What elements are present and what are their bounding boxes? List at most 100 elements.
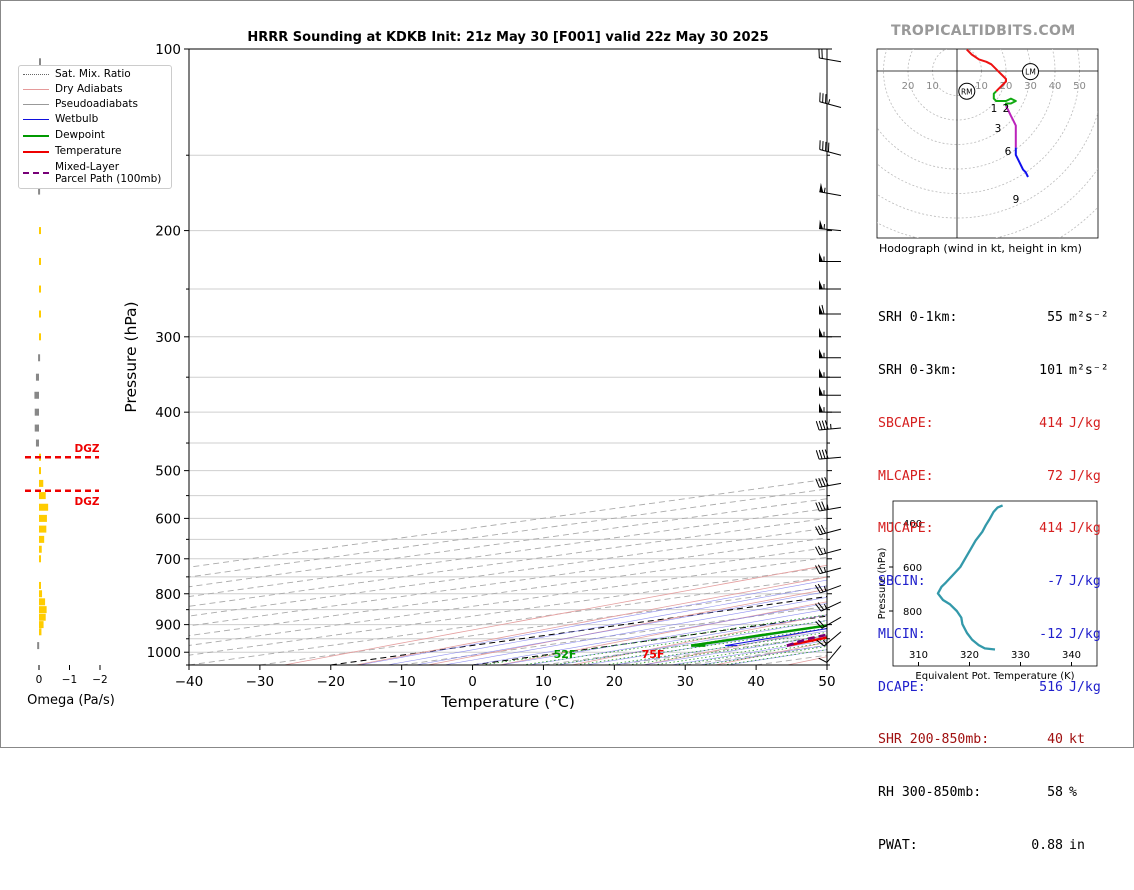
omega-bar [39,590,42,597]
hodograph-height-label: 3 [995,123,1002,135]
legend-swatch [23,89,49,90]
omega-bar [39,606,47,613]
dgz-label: DGZ [75,443,100,455]
surface-temperature-label: 75F [642,648,665,661]
hodograph-caption: Hodograph (wind in kt, height in km) [879,242,1082,255]
brand-watermark: TROPICALTIDBITS.COM [891,23,1075,39]
y-axis-label: Pressure (hPa) [122,301,140,412]
omega-bar [36,440,39,447]
legend-label: Pseudoadiabats [55,98,138,110]
legend-item-dewpoint: Dewpoint [23,129,105,143]
x-axis-label: Temperature (°C) [440,693,575,711]
hodograph-ring-label: 40 [1049,81,1062,92]
omega-bar [39,598,45,605]
omega-bar [39,504,48,511]
hodograph-ring-label: 30 [1024,81,1037,92]
y-tick-label: 600 [155,511,181,527]
y-tick-label: 100 [155,42,181,58]
omega-bar [39,515,47,522]
legend-item-temperature: Temperature [23,145,122,159]
legend-item-pseudoadiabats: Pseudoadiabats [23,98,138,112]
omega-bar [39,480,43,487]
x-tick-label: −30 [246,674,275,690]
omega-bar [39,621,44,628]
omega-bar [39,286,41,293]
omega-x-tick-label: −1 [62,674,77,686]
chart-title: HRRR Sounding at KDKB Init: 21z May 30 [… [247,30,768,45]
hodograph-frame [877,49,1098,238]
omega-bar [35,409,39,416]
legend-swatch [23,172,49,174]
legend-label: Sat. Mix. Ratio [55,68,131,80]
omega-bar [39,227,41,234]
plot-background [189,49,827,665]
x-tick-label: −10 [387,674,416,690]
x-tick-label: 10 [535,674,552,690]
omega-bar [34,392,39,399]
y-tick-label: 300 [155,330,181,346]
param-rh-300-850: RH 300-850mb:58% [878,784,1109,802]
x-tick-label: 0 [468,674,477,690]
x-tick-label: −40 [175,674,204,690]
legend-label: Temperature [55,145,122,157]
omega-bar [39,628,41,635]
hodograph-ring-label: 10 [975,81,988,92]
omega-bar [39,526,46,533]
wind-barb-staff [827,646,841,663]
legend-label: Dewpoint [55,129,105,141]
legend-swatch [23,104,49,105]
omega-x-tick-label: 0 [36,674,43,686]
y-tick-label: 900 [155,618,181,634]
chart-legend: Sat. Mix. Ratio Dry Adiabats Pseudoadiab… [18,65,172,189]
surface-dewpoint-label: 52F [554,648,577,661]
omega-bar [39,614,46,621]
legend-item-wetbulb: Wetbulb [23,113,98,127]
wind-barb-half-flag [828,99,829,104]
legend-swatch [23,135,49,137]
omega-bar [39,311,41,318]
omega-bar [39,536,44,543]
dgz-label: DGZ [75,496,100,508]
y-tick-label: 700 [155,552,181,568]
legend-item-parcel-path: Mixed-Layer Parcel Path (100mb) [23,161,161,187]
x-tick-label: 40 [748,674,765,690]
hodograph-height-label: 9 [1013,194,1020,206]
hodograph-height-label: 2 [1003,103,1010,115]
omega-bar [38,354,40,361]
omega-bar [39,467,41,474]
omega-bar [39,492,46,499]
legend-item-dry-adiabats: Dry Adiabats [23,83,123,97]
legend-label: Mixed-Layer Parcel Path (100mb) [55,161,161,185]
legend-swatch [23,151,49,153]
hodograph-lm-marker-label: LM [1025,68,1036,77]
hodograph-height-label: 6 [1005,146,1012,158]
y-tick-label: 200 [155,224,181,240]
omega-x-axis-label: Omega (Pa/s) [27,693,115,708]
omega-bar [37,642,39,649]
y-tick-label: 1000 [147,645,181,661]
y-tick-label: 400 [155,405,181,421]
omega-bar [39,258,41,265]
hodograph-ring-label: 50 [1073,81,1086,92]
legend-label: Wetbulb [55,113,98,125]
x-tick-label: 50 [818,674,835,690]
hodograph-ring-label: 20 [902,81,915,92]
omega-bar [39,546,42,553]
x-tick-label: 30 [677,674,694,690]
omega-bar [35,425,39,432]
legend-item-sat-mix-ratio: Sat. Mix. Ratio [23,68,131,82]
legend-swatch [23,119,49,120]
omega-bar [39,555,41,562]
sounding-figure: 4681013162024303610020030040050060070080… [0,0,1134,748]
hodograph-height-label: 1 [991,103,998,115]
omega-bar [39,582,41,589]
y-tick-label: 800 [155,587,181,603]
